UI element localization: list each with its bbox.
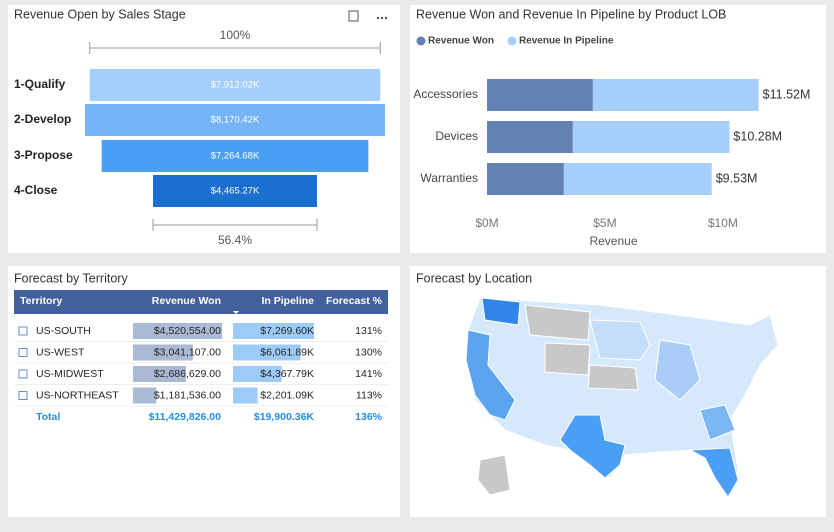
total-cell: $11,429,826.00	[149, 411, 222, 423]
bar	[487, 121, 573, 153]
data-bar	[233, 344, 301, 361]
bar	[487, 163, 564, 195]
cell: US-NORTHEAST	[36, 389, 119, 401]
cell: 130%	[355, 346, 382, 358]
cell: $6,061.89K	[260, 346, 314, 358]
total-label: $10.28M	[733, 129, 782, 143]
x-tick-label: $5M	[593, 216, 616, 230]
cell: 141%	[355, 368, 382, 380]
data-bar	[233, 366, 282, 382]
conversion-label: 100%	[220, 28, 251, 42]
total-cell: Total	[36, 411, 60, 423]
category-label: Accessories	[413, 87, 478, 101]
more-icon[interactable]	[376, 16, 388, 20]
total-cell: 136%	[355, 411, 383, 423]
cell: $2,686,629.00	[154, 368, 221, 380]
cell: $2,201.09K	[260, 389, 314, 401]
bar	[572, 121, 730, 153]
cell: US-WEST	[36, 346, 85, 358]
cell: $1,181,536.00	[154, 389, 221, 401]
funnel-bar	[101, 140, 369, 172]
column-header: Revenue Won	[152, 295, 221, 307]
bar	[592, 79, 759, 111]
category-label: Warranties	[420, 171, 478, 185]
focus-icon[interactable]	[348, 10, 359, 22]
legend-swatch	[507, 36, 517, 46]
table-header	[14, 290, 388, 314]
column-header: In Pipeline	[261, 295, 314, 307]
data-label: $7,264.68K	[211, 151, 260, 162]
bracket	[152, 219, 318, 231]
cell: US-SOUTH	[36, 325, 91, 337]
legend-label: Revenue Won	[428, 36, 494, 47]
expand-icon[interactable]	[18, 369, 28, 379]
expand-icon[interactable]	[18, 348, 28, 357]
panel-title: Revenue Open by Sales Stage	[14, 7, 186, 21]
data-bar	[133, 323, 222, 339]
stage-label: 4-Close	[14, 183, 58, 197]
data-bar	[133, 387, 157, 404]
data-label: $4,465.27K	[211, 186, 260, 197]
column-header: Forecast %	[326, 295, 383, 307]
cell: US-MIDWEST	[36, 368, 104, 380]
legend-swatch	[416, 36, 426, 46]
funnel-bar	[89, 69, 381, 101]
cell: $4,367.79K	[260, 368, 314, 380]
stage-label: 1-Qualify	[14, 77, 66, 91]
category-label: Devices	[435, 129, 478, 143]
data-bar	[133, 366, 186, 382]
total-label: $9.53M	[716, 171, 758, 185]
axis-title: Revenue	[589, 234, 637, 248]
column-header: Territory	[20, 295, 63, 307]
funnel-bar	[85, 104, 385, 136]
data-bar	[233, 387, 258, 404]
cell: 113%	[356, 389, 382, 401]
panel-title: Forecast by Territory	[14, 271, 128, 285]
bar	[563, 163, 712, 195]
cell: $4,520,554.00	[154, 325, 221, 337]
panel-title: Revenue Won and Revenue In Pipeline by P…	[416, 7, 726, 21]
expand-icon[interactable]	[18, 326, 28, 336]
cell: $7,269.60K	[260, 325, 314, 337]
data-bar	[133, 344, 193, 361]
conversion-label: 56.4%	[218, 233, 252, 247]
stage-label: 2-Develop	[14, 112, 71, 126]
data-label: $7,912.02K	[211, 80, 260, 91]
cell: $3,041,107.00	[154, 346, 221, 358]
legend-label: Revenue In Pipeline	[519, 36, 614, 47]
total-label: $11.52M	[763, 87, 811, 101]
funnel-bar	[153, 175, 317, 207]
sort-arrow	[233, 311, 239, 314]
data-bar	[233, 323, 314, 339]
cell: 131%	[355, 325, 382, 337]
total-cell: $19,900.36K	[254, 411, 315, 423]
bar	[487, 79, 593, 111]
data-label: $8,170.42K	[211, 115, 260, 126]
expand-icon[interactable]	[18, 391, 28, 400]
bracket	[89, 42, 381, 54]
panel-title: Forecast by Location	[416, 271, 532, 285]
x-tick-label: $10M	[708, 216, 738, 230]
x-tick-label: $0M	[475, 216, 498, 230]
us-map	[464, 297, 779, 499]
stage-label: 3-Propose	[14, 148, 73, 162]
